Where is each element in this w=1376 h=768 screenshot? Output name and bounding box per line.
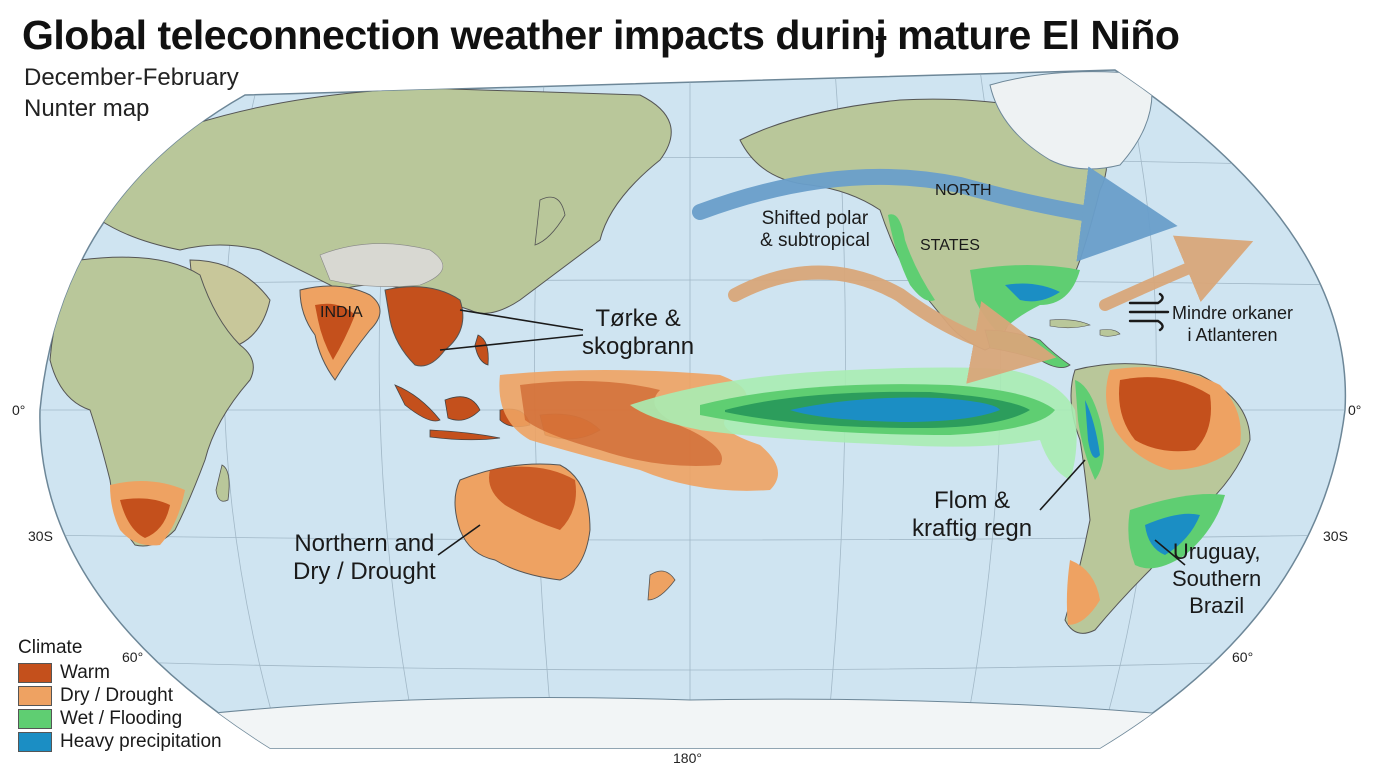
legend-item-heavy: Heavy precipitation xyxy=(18,730,222,753)
new-zealand xyxy=(647,570,676,601)
equator-label-left: 0° xyxy=(12,402,26,418)
subtitle-line-1: December-February xyxy=(24,64,239,91)
legend-swatch xyxy=(18,685,52,706)
hurricanes-label: Mindre orkaner i Atlanteren xyxy=(1172,303,1294,345)
california-wet xyxy=(888,214,935,301)
tibet-plateau xyxy=(319,243,444,287)
africa-land xyxy=(49,256,254,547)
uruguay-label: Uruguay, Southern Brazil xyxy=(1172,539,1262,618)
andes-heavy xyxy=(1085,400,1100,458)
eurasia-land xyxy=(99,87,672,314)
north-label: NORTH xyxy=(935,182,992,199)
flood-rain-label: Flom & kraftig regn xyxy=(912,487,1033,542)
madagascar xyxy=(215,464,230,502)
wind-icon xyxy=(1128,292,1170,332)
japan xyxy=(534,196,566,246)
w-pacific-warm xyxy=(520,381,722,466)
atlantic-arrow xyxy=(1099,235,1254,311)
lat60-label-left: 60° xyxy=(122,649,144,665)
southern-africa-warm xyxy=(120,498,170,538)
australia-warm xyxy=(489,466,576,530)
legend-title: Climate xyxy=(18,637,83,658)
lat30-label-right: 30S xyxy=(1323,528,1348,544)
leader-lines xyxy=(437,309,1186,566)
india-label: INDIA xyxy=(320,304,363,321)
legend-item-wet: Wet / Flooding xyxy=(18,707,222,730)
subtitle-line-2: Nunter map xyxy=(24,95,150,122)
states-label: STATES xyxy=(920,237,980,254)
legend-swatch xyxy=(18,708,52,729)
australia-label: Northern and Dry / Drought xyxy=(293,530,436,585)
meridian-180-label: 180° xyxy=(673,750,702,766)
greenland xyxy=(989,71,1153,170)
page-title: Global teleconnection weather impacts du… xyxy=(22,12,1180,58)
jet-stream-label: Shifted polar & subtropical xyxy=(760,208,870,251)
amazon-warm xyxy=(1119,377,1211,452)
legend-item-dry: Dry / Drought xyxy=(18,684,222,707)
legend-swatch xyxy=(18,731,52,752)
lat60-label-right: 60° xyxy=(1232,649,1254,665)
equator-label-right: 0° xyxy=(1348,402,1362,418)
drought-fire-label: Tørke & skogbrann xyxy=(582,305,695,360)
uruguay-heavy xyxy=(1145,513,1200,555)
legend: Climate Warm Dry / Drought Wet / Floodin… xyxy=(18,637,222,753)
southern-sa-dry xyxy=(1066,560,1100,625)
us-gulf-heavy xyxy=(1005,283,1060,302)
antarctica xyxy=(149,697,1231,748)
jet-stream-arrow xyxy=(692,166,1178,262)
legend-swatch xyxy=(18,662,52,683)
india-warm xyxy=(315,303,355,360)
caribbean-islands xyxy=(1049,319,1121,337)
legend-item-warm: Warm xyxy=(18,661,222,684)
subtropical-arrow xyxy=(728,265,1057,384)
philippines xyxy=(474,334,489,366)
lat30-label-left: 30S xyxy=(28,528,53,544)
e-pacific-heavy-core xyxy=(790,397,1000,422)
